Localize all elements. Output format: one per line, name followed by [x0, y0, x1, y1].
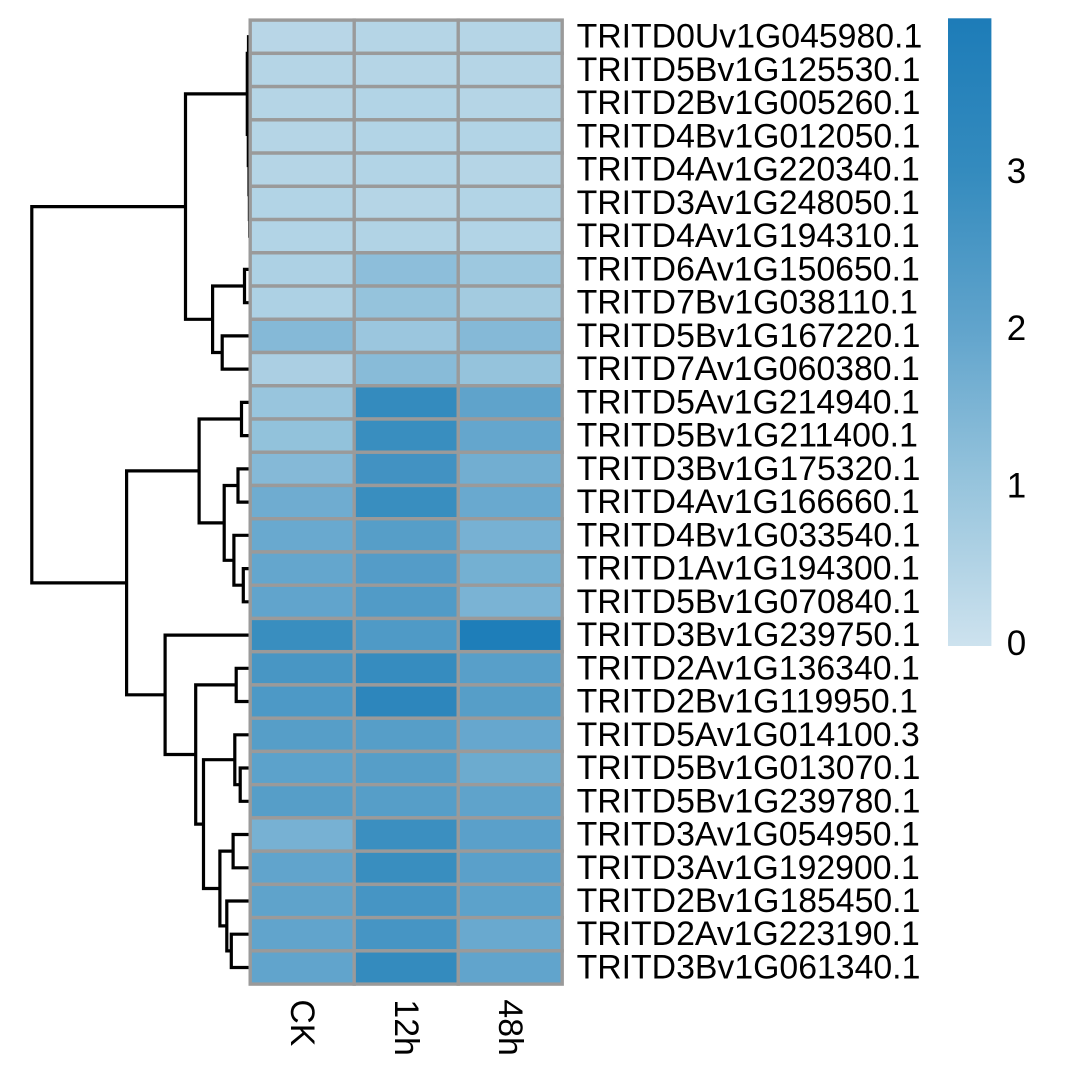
svg-text:12h: 12h [387, 999, 425, 1055]
svg-text:TRITD3Av1G054950.1: TRITD3Av1G054950.1 [577, 816, 920, 854]
svg-text:TRITD0Uv1G045980.1: TRITD0Uv1G045980.1 [577, 18, 923, 56]
svg-text:TRITD4Bv1G012050.1: TRITD4Bv1G012050.1 [577, 117, 921, 155]
svg-text:TRITD2Bv1G119950.1: TRITD2Bv1G119950.1 [577, 683, 918, 721]
svg-text:TRITD5Bv1G070840.1: TRITD5Bv1G070840.1 [577, 583, 921, 621]
svg-text:0: 0 [1007, 624, 1026, 663]
svg-text:TRITD3Av1G192900.1: TRITD3Av1G192900.1 [577, 849, 920, 887]
svg-text:TRITD3Bv1G175320.1: TRITD3Bv1G175320.1 [577, 450, 921, 488]
svg-text:TRITD3Av1G248050.1: TRITD3Av1G248050.1 [577, 184, 920, 222]
svg-text:TRITD2Av1G223190.1: TRITD2Av1G223190.1 [577, 915, 920, 953]
svg-text:TRITD4Av1G194310.1: TRITD4Av1G194310.1 [577, 217, 920, 255]
svg-text:TRITD2Bv1G185450.1: TRITD2Bv1G185450.1 [577, 882, 921, 920]
svg-text:3: 3 [1007, 152, 1026, 191]
svg-text:TRITD2Bv1G005260.1: TRITD2Bv1G005260.1 [577, 84, 921, 122]
svg-text:TRITD5Bv1G211400.1: TRITD5Bv1G211400.1 [577, 417, 918, 455]
svg-text:TRITD5Bv1G125530.1: TRITD5Bv1G125530.1 [577, 51, 921, 89]
svg-text:TRITD2Av1G136340.1: TRITD2Av1G136340.1 [577, 649, 920, 687]
svg-text:TRITD5Bv1G013070.1: TRITD5Bv1G013070.1 [577, 749, 921, 787]
svg-text:TRITD7Bv1G038110.1: TRITD7Bv1G038110.1 [577, 284, 918, 322]
svg-text:48h: 48h [491, 999, 529, 1055]
svg-text:TRITD5Av1G214940.1: TRITD5Av1G214940.1 [577, 383, 920, 421]
svg-text:TRITD1Av1G194300.1: TRITD1Av1G194300.1 [577, 550, 920, 588]
svg-text:2: 2 [1007, 309, 1026, 348]
svg-text:TRITD5Bv1G167220.1: TRITD5Bv1G167220.1 [577, 317, 921, 355]
svg-text:TRITD3Bv1G239750.1: TRITD3Bv1G239750.1 [577, 616, 921, 654]
svg-text:TRITD4Av1G166660.1: TRITD4Av1G166660.1 [577, 483, 920, 521]
svg-text:TRITD7Av1G060380.1: TRITD7Av1G060380.1 [577, 350, 920, 388]
svg-text:TRITD4Av1G220340.1: TRITD4Av1G220340.1 [577, 151, 920, 189]
svg-text:1: 1 [1007, 467, 1026, 506]
svg-text:TRITD3Bv1G061340.1: TRITD3Bv1G061340.1 [577, 949, 921, 987]
svg-text:TRITD5Av1G014100.3: TRITD5Av1G014100.3 [577, 716, 920, 754]
svg-text:TRITD5Bv1G239780.1: TRITD5Bv1G239780.1 [577, 782, 921, 820]
svg-text:CK: CK [283, 999, 321, 1046]
svg-text:TRITD4Bv1G033540.1: TRITD4Bv1G033540.1 [577, 516, 921, 554]
svg-text:TRITD6Av1G150650.1: TRITD6Av1G150650.1 [577, 250, 920, 288]
